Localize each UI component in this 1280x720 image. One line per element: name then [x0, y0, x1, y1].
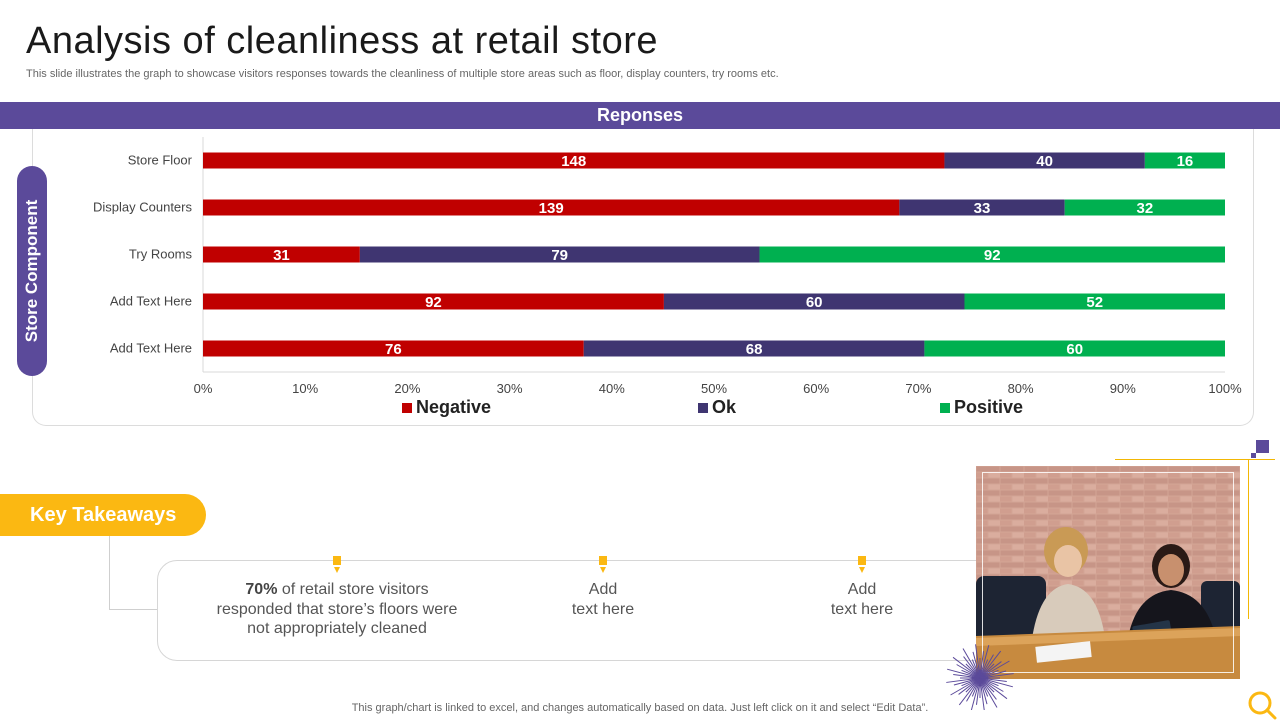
decor-line-horizontal: [1115, 459, 1275, 460]
key-takeaways-label: Key Takeaways: [0, 494, 206, 536]
y-axis-label-pill: [17, 166, 47, 376]
takeaway-line: Add: [588, 581, 618, 598]
takeaway-item-2: Add text here: [543, 580, 663, 619]
data-label: 79: [551, 247, 568, 264]
x-tick-label: 60%: [803, 381, 829, 396]
data-label: 60: [806, 294, 823, 311]
footer-note: This graph/chart is linked to excel, and…: [351, 702, 929, 714]
takeaway-line: Add: [847, 581, 877, 598]
bar-segment-positive: [759, 246, 1225, 263]
bar-segment-positive: [924, 340, 1225, 357]
bar-segment-ok: [359, 246, 760, 263]
data-label: 68: [746, 341, 763, 358]
marker-icon: [599, 556, 607, 573]
decor-line-vertical: [1248, 459, 1249, 619]
takeaway-text: of retail store visitors responded that …: [216, 581, 458, 637]
category-label: Try Rooms: [129, 247, 193, 262]
bar-segment-ok: [944, 152, 1145, 169]
x-tick-label: 40%: [599, 381, 625, 396]
search-icon[interactable]: [1245, 688, 1277, 720]
starburst-icon: [946, 644, 1014, 710]
x-tick-label: 30%: [497, 381, 523, 396]
photo-frame: [982, 472, 1234, 673]
legend-item-positive: Positive: [940, 397, 1023, 418]
takeaway-item-1: 70% of retail store visitors responded t…: [212, 580, 462, 639]
data-label: 148: [561, 153, 586, 170]
x-tick-label: 70%: [905, 381, 931, 396]
x-tick-label: 80%: [1008, 381, 1034, 396]
bar-segment-negative: [203, 293, 664, 310]
connector-line: [109, 536, 110, 610]
takeaway-item-3: Add text here: [802, 580, 922, 619]
legend-swatch-negative: [402, 402, 412, 413]
data-label: 32: [1136, 200, 1153, 217]
data-label: 92: [425, 294, 442, 311]
data-label: 139: [539, 200, 564, 217]
x-tick-label: 100%: [1208, 381, 1242, 396]
business-meeting-photo: [976, 466, 1240, 679]
x-tick-label: 10%: [292, 381, 318, 396]
decor-square: [1256, 440, 1269, 453]
legend-label-ok: Ok: [712, 397, 737, 417]
takeaway-line: text here: [830, 600, 894, 618]
x-tick-label: 20%: [394, 381, 420, 396]
bar-segment-positive: [1144, 152, 1225, 169]
connector-line: [109, 609, 157, 610]
x-tick-label: 0%: [194, 381, 213, 396]
takeaway-highlight: 70%: [245, 581, 278, 598]
bar-segment-negative: [203, 152, 945, 169]
page-subtitle: This slide illustrates the graph to show…: [26, 68, 779, 80]
bar-segment-ok: [899, 199, 1065, 216]
marker-icon: [858, 556, 866, 573]
legend-item-negative: Negative: [402, 397, 491, 418]
data-label: 33: [974, 200, 991, 217]
marker-icon: [333, 556, 341, 573]
data-label: 52: [1086, 294, 1103, 311]
stacked-bar-chart: Store Floor 148 40 16 Display Counters 139 33 3…: [93, 137, 1242, 396]
page-title: Analysis of cleanliness at retail store: [26, 20, 659, 62]
chart-title-band: Reponses: [0, 102, 1280, 129]
bar-segment-positive: [964, 293, 1225, 310]
bar-segment-positive: [1064, 199, 1225, 216]
data-label: 16: [1177, 153, 1194, 170]
legend-swatch-positive: [940, 402, 950, 413]
decor-square-small: [1251, 453, 1256, 458]
takeaway-line: text here: [571, 600, 635, 618]
category-label: Display Counters: [93, 200, 192, 215]
bar-segment-negative: [203, 246, 360, 263]
category-label: Add Text Here: [110, 341, 192, 356]
data-label: 31: [273, 247, 290, 264]
data-label: 92: [984, 247, 1001, 264]
data-label: 60: [1066, 341, 1083, 358]
category-label: Add Text Here: [110, 294, 192, 309]
data-label: 40: [1036, 153, 1053, 170]
bar-segment-ok: [663, 293, 965, 310]
x-tick-label: 90%: [1110, 381, 1136, 396]
legend-item-ok: Ok: [698, 397, 736, 418]
x-tick-label: 50%: [701, 381, 727, 396]
legend-label-negative: Negative: [416, 397, 492, 417]
legend-swatch-ok: [698, 402, 708, 413]
bar-segment-negative: [203, 340, 584, 357]
legend-label-positive: Positive: [954, 397, 1024, 417]
bar-segment-ok: [583, 340, 925, 357]
takeaways-card: [157, 560, 997, 661]
data-label: 76: [385, 341, 402, 358]
category-label: Store Floor: [128, 153, 193, 168]
bar-segment-negative: [203, 199, 900, 216]
